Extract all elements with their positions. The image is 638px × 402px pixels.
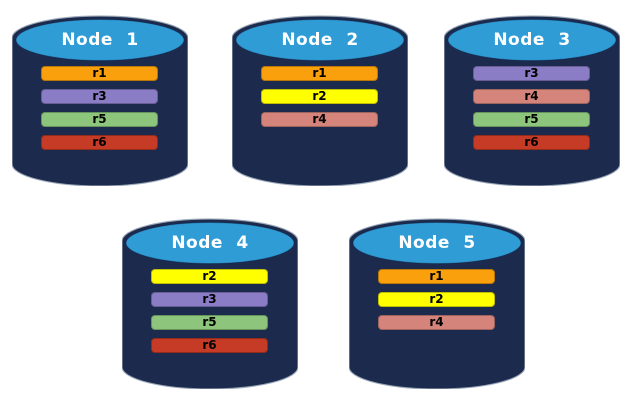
node-title: Node 1 xyxy=(61,30,139,50)
replica-badge: r3 xyxy=(473,66,590,81)
node-title: Node 4 xyxy=(171,233,249,253)
node-3: Node 3 r3 r4 r5 r6 xyxy=(444,8,620,186)
replica-badge: r4 xyxy=(261,112,378,127)
replica-badge: r6 xyxy=(473,135,590,150)
replica-badge: r6 xyxy=(41,135,158,150)
replica-badge: r2 xyxy=(378,292,495,307)
cylinder-top-ellipse xyxy=(15,19,185,61)
replica-list: r1 r2 r4 xyxy=(378,269,495,330)
cylinder-top-ellipse xyxy=(447,19,617,61)
cylinder-top-ellipse xyxy=(352,222,522,264)
cylinder-top-ellipse xyxy=(235,19,405,61)
replica-badge: r3 xyxy=(151,292,268,307)
replica-list: r3 r4 r5 r6 xyxy=(473,66,590,150)
cylinder-top-ellipse xyxy=(125,222,295,264)
replica-list: r2 r3 r5 r6 xyxy=(151,269,268,353)
replica-badge: r4 xyxy=(378,315,495,330)
node-4: Node 4 r2 r3 r5 r6 xyxy=(122,211,298,389)
replica-badge: r1 xyxy=(261,66,378,81)
node-5: Node 5 r1 r2 r4 xyxy=(349,211,525,389)
replica-badge: r2 xyxy=(151,269,268,284)
replica-badge: r5 xyxy=(41,112,158,127)
replica-badge: r5 xyxy=(473,112,590,127)
replica-badge: r4 xyxy=(473,89,590,104)
node-title: Node 3 xyxy=(493,30,571,50)
node-title: Node 2 xyxy=(281,30,359,50)
replica-list: r1 r2 r4 xyxy=(261,66,378,127)
replica-badge: r6 xyxy=(151,338,268,353)
replica-list: r1 r3 r5 r6 xyxy=(41,66,158,150)
node-title: Node 5 xyxy=(398,233,476,253)
replica-badge: r1 xyxy=(378,269,495,284)
node-2: Node 2 r1 r2 r4 xyxy=(232,8,408,186)
replica-badge: r3 xyxy=(41,89,158,104)
replica-badge: r5 xyxy=(151,315,268,330)
replica-badge: r2 xyxy=(261,89,378,104)
replica-badge: r1 xyxy=(41,66,158,81)
node-1: Node 1 r1 r3 r5 r6 xyxy=(12,8,188,186)
